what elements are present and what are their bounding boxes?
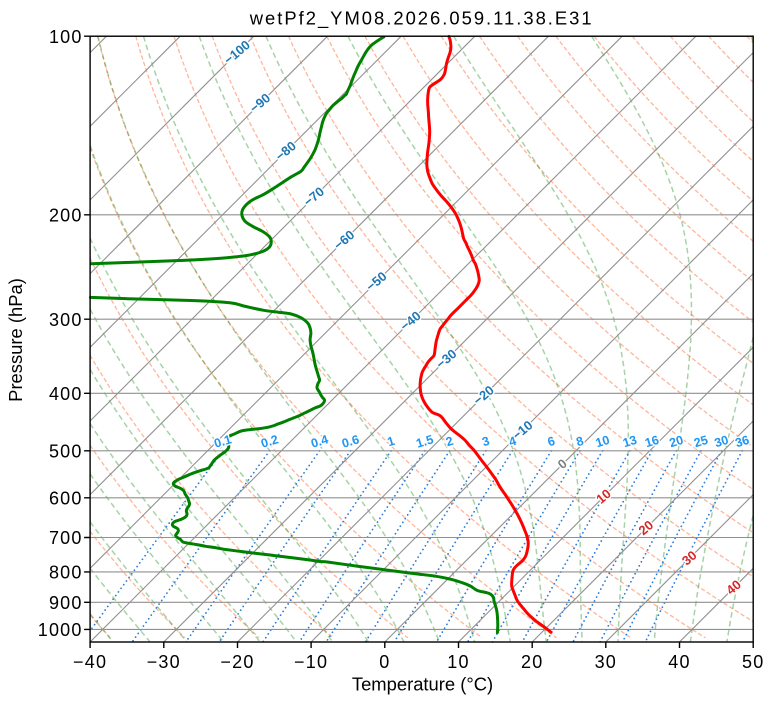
svg-text:800: 800 (49, 563, 83, 583)
svg-text:−40: −40 (73, 652, 107, 672)
svg-text:25: 25 (692, 433, 709, 450)
svg-text:10: 10 (594, 433, 611, 450)
svg-text:300: 300 (49, 310, 83, 330)
svg-text:20: 20 (668, 433, 685, 450)
svg-text:Pressure (hPa): Pressure (hPa) (5, 278, 26, 402)
svg-text:−30: −30 (147, 652, 181, 672)
svg-text:30: 30 (713, 433, 730, 450)
svg-text:Temperature (°C): Temperature (°C) (352, 674, 493, 695)
svg-text:700: 700 (49, 528, 83, 548)
svg-text:20: 20 (521, 652, 543, 672)
svg-text:0.4: 0.4 (309, 432, 330, 450)
svg-text:0: 0 (379, 652, 390, 672)
svg-text:30: 30 (595, 652, 617, 672)
svg-text:wetPf2_YM08.2026.059.11.38.E31: wetPf2_YM08.2026.059.11.38.E31 (249, 7, 594, 29)
svg-text:1000: 1000 (38, 620, 83, 640)
svg-text:36: 36 (734, 433, 751, 450)
svg-text:13: 13 (621, 433, 638, 450)
svg-text:0.2: 0.2 (259, 432, 280, 450)
svg-text:16: 16 (643, 433, 660, 450)
svg-text:200: 200 (49, 205, 83, 225)
svg-text:−10: −10 (294, 652, 328, 672)
svg-text:−20: −20 (220, 652, 254, 672)
svg-text:50: 50 (742, 652, 764, 672)
svg-text:500: 500 (49, 441, 83, 461)
svg-text:0.6: 0.6 (340, 432, 361, 450)
svg-text:900: 900 (49, 593, 83, 613)
svg-text:400: 400 (49, 384, 83, 404)
svg-text:10: 10 (447, 652, 469, 672)
svg-text:600: 600 (49, 488, 83, 508)
svg-text:1.5: 1.5 (414, 432, 435, 450)
svg-text:40: 40 (668, 652, 690, 672)
svg-text:100: 100 (49, 27, 83, 47)
svg-text:0.1: 0.1 (212, 432, 233, 450)
